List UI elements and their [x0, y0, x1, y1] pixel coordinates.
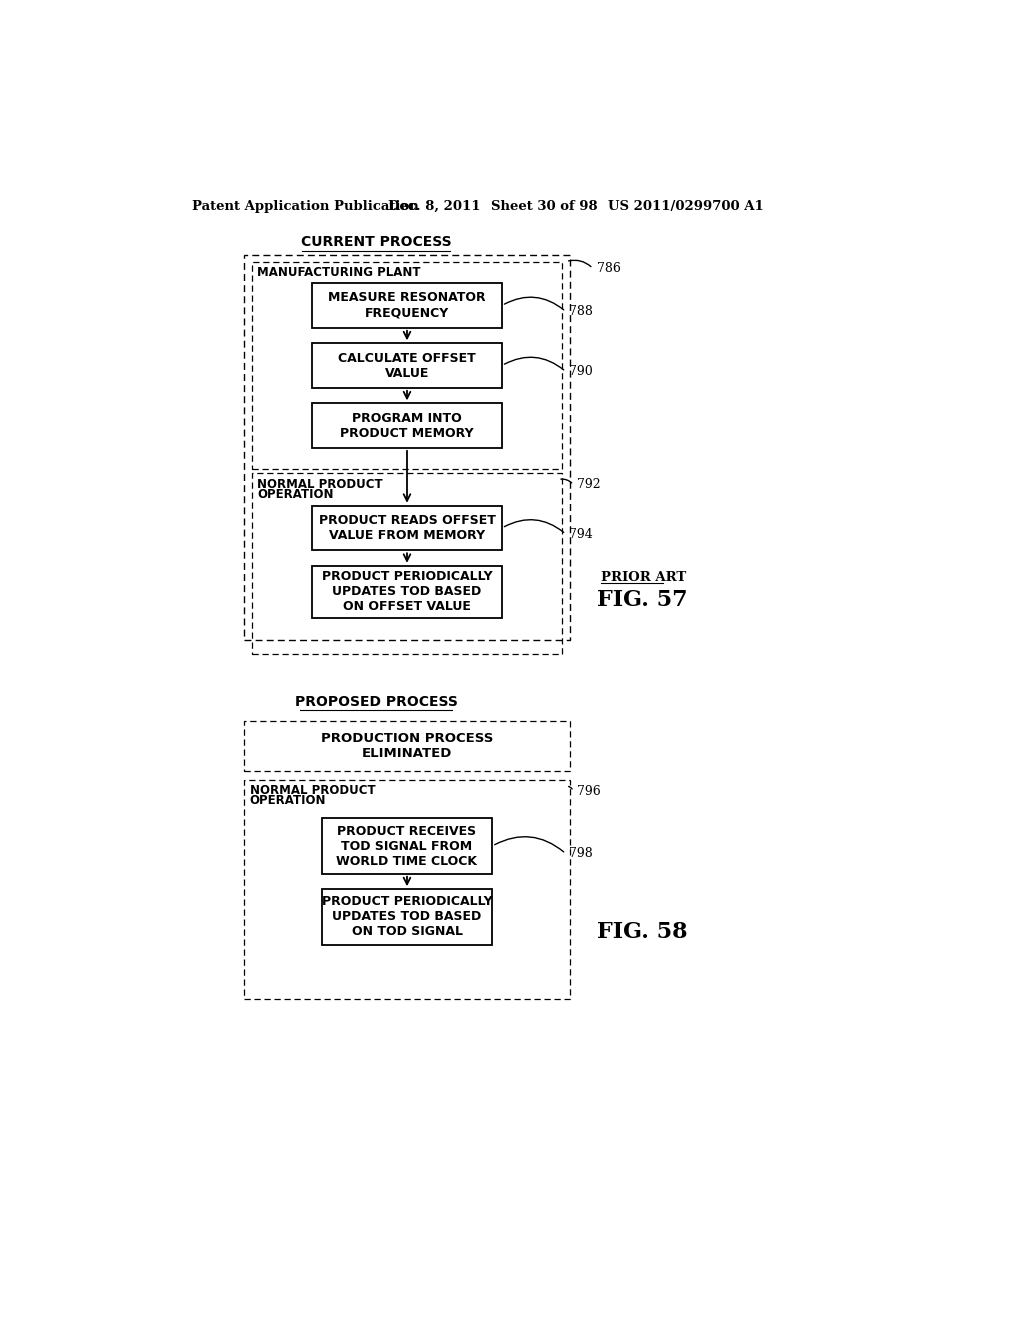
- Bar: [252, 261, 562, 470]
- Text: Dec. 8, 2011: Dec. 8, 2011: [388, 199, 480, 213]
- Text: CALCULATE OFFSET
VALUE: CALCULATE OFFSET VALUE: [338, 351, 476, 380]
- Text: 796: 796: [577, 785, 600, 797]
- Bar: [312, 404, 502, 447]
- Text: PRIOR ART: PRIOR ART: [601, 570, 686, 583]
- Text: MANUFACTURING PLANT: MANUFACTURING PLANT: [257, 265, 421, 279]
- Text: PRODUCTION PROCESS
ELIMINATED: PRODUCTION PROCESS ELIMINATED: [321, 731, 494, 759]
- Bar: [312, 343, 502, 388]
- Text: OPERATION: OPERATION: [250, 795, 327, 807]
- Bar: [312, 284, 502, 327]
- Text: PRODUCT PERIODICALLY
UPDATES TOD BASED
ON TOD SIGNAL: PRODUCT PERIODICALLY UPDATES TOD BASED O…: [322, 895, 493, 939]
- Text: US 2011/0299700 A1: US 2011/0299700 A1: [608, 199, 764, 213]
- Text: 786: 786: [597, 261, 621, 275]
- Text: 798: 798: [569, 847, 593, 861]
- Text: Patent Application Publication: Patent Application Publication: [193, 199, 419, 213]
- Text: CURRENT PROCESS: CURRENT PROCESS: [301, 235, 452, 249]
- Text: PROGRAM INTO
PRODUCT MEMORY: PROGRAM INTO PRODUCT MEMORY: [340, 412, 474, 440]
- Bar: [245, 256, 569, 640]
- Bar: [245, 721, 569, 771]
- Text: PRODUCT RECEIVES
TOD SIGNAL FROM
WORLD TIME CLOCK: PRODUCT RECEIVES TOD SIGNAL FROM WORLD T…: [337, 825, 477, 867]
- Bar: [322, 890, 493, 945]
- Bar: [312, 506, 502, 550]
- Text: 794: 794: [569, 528, 593, 541]
- Text: 790: 790: [569, 366, 593, 379]
- Text: FIG. 57: FIG. 57: [597, 590, 687, 611]
- Text: 788: 788: [569, 305, 593, 318]
- Text: MEASURE RESONATOR
FREQUENCY: MEASURE RESONATOR FREQUENCY: [328, 292, 485, 319]
- Text: Sheet 30 of 98: Sheet 30 of 98: [490, 199, 597, 213]
- Bar: [322, 818, 493, 874]
- Text: 792: 792: [577, 478, 600, 491]
- Text: OPERATION: OPERATION: [257, 487, 334, 500]
- Text: PRODUCT READS OFFSET
VALUE FROM MEMORY: PRODUCT READS OFFSET VALUE FROM MEMORY: [318, 513, 496, 543]
- Text: PROPOSED PROCESS: PROPOSED PROCESS: [295, 694, 458, 709]
- Text: FIG. 58: FIG. 58: [597, 921, 687, 944]
- Text: NORMAL PRODUCT: NORMAL PRODUCT: [257, 478, 383, 491]
- Bar: [312, 566, 502, 618]
- Text: PRODUCT PERIODICALLY
UPDATES TOD BASED
ON OFFSET VALUE: PRODUCT PERIODICALLY UPDATES TOD BASED O…: [322, 570, 493, 614]
- Bar: [245, 780, 569, 999]
- Bar: [252, 474, 562, 655]
- Text: NORMAL PRODUCT: NORMAL PRODUCT: [250, 784, 376, 797]
